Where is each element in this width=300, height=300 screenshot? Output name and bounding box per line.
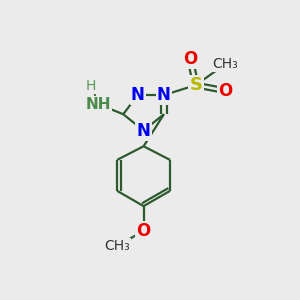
Text: S: S [189, 76, 203, 94]
Text: O: O [136, 222, 151, 240]
Text: O: O [218, 82, 232, 100]
Text: CH₃: CH₃ [212, 57, 238, 71]
Text: NH: NH [86, 97, 111, 112]
Text: H: H [86, 79, 97, 93]
Text: N: N [136, 122, 151, 140]
Text: N: N [157, 86, 171, 104]
Text: CH₃: CH₃ [104, 239, 130, 253]
Text: N: N [131, 86, 145, 104]
Text: O: O [183, 50, 197, 68]
